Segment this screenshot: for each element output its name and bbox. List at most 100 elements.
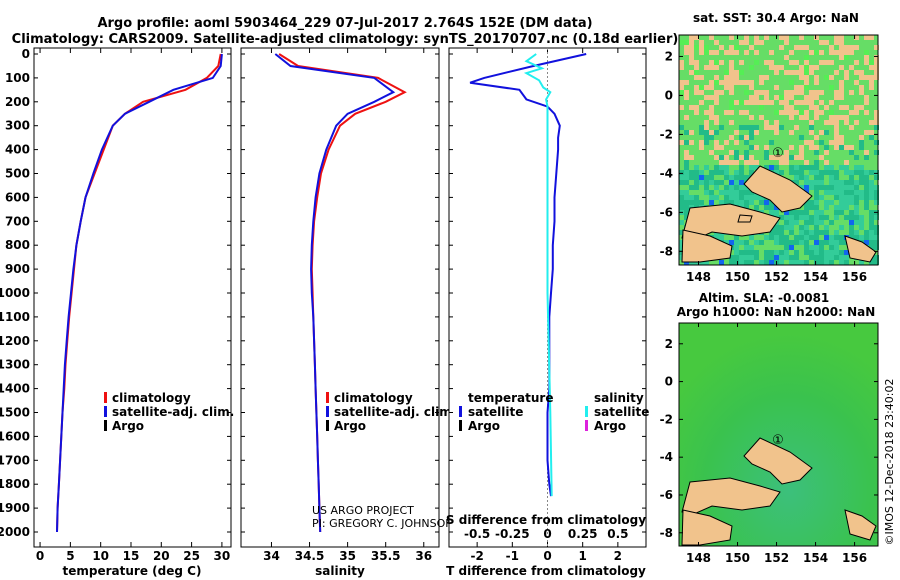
sla-map: ① 2 0 -2 -4 -6 -8 148 150 152 154 156 [660,322,879,565]
depth-tick-label: 1600 [0,429,30,443]
legend-climatology: climatology [334,391,413,405]
depth-tick-label: 1100 [0,310,30,324]
lat-tick-label: -2 [660,127,673,141]
depth-tick-label: 700 [5,214,30,228]
legend-temperature-title: temperature [468,391,553,405]
legend-s-argo: Argo [594,419,626,433]
difference-legend: temperature satellite Argo salinity sate… [459,391,649,433]
depth-tick-label: 1500 [0,406,30,420]
lon-tick-label: 154 [803,551,828,565]
salinity-panel: 34 34.5 35 35.5 36 salinity climatology sate… [240,47,456,578]
sla-map-title1: Altim. SLA: -0.0081 [699,291,830,305]
lon-tick-label: 156 [842,551,867,565]
depth-tick-label: 1200 [0,334,30,348]
lat-tick-label: 2 [665,49,673,63]
difference-xlabel: T difference from climatology [446,564,646,578]
series-line-temperature-satellite [469,53,587,497]
x-tick-label: 35 [339,549,356,563]
depth-tick-label: 0 [22,47,30,61]
depth-axis-labels: 0 100 200 300 400 500 600 700 800 900 1000 1100 1200… [0,47,30,539]
s-difference-label: S difference from climatology [446,513,646,527]
depth-tick-label: 800 [5,238,30,252]
legend-satellite: satellite-adj. clim. [112,405,234,419]
sst-map: ① 2 0 -2 -4 -6 -8 148 150 152 154 156 [660,34,879,284]
sst-map-title: sat. SST: 30.4 Argo: NaN [693,11,859,25]
series-line-satellite-adj-clim- [56,53,223,533]
depth-tick-label: 1700 [0,453,30,467]
temperature-panel: 0 5 10 15 20 25 30 temperature (deg C) climato… [33,47,234,578]
lon-tick-label: 154 [803,270,828,284]
depth-tick-label: 2000 [0,525,30,539]
temperature-legend: climatology satellite-adj. clim. Argo [104,391,234,433]
x-tick-label: 20 [153,549,170,563]
s-tick-label: -0.5 [464,527,490,541]
legend-climatology: climatology [112,391,191,405]
figure-title-line2: Climatology: CARS2009. Satellite-adjuste… [12,32,679,47]
x-tick-label: 15 [123,549,140,563]
lon-tick-label: 152 [764,551,789,565]
x-tick-label: 34.5 [295,549,325,563]
series-line-satellite-adj-clim- [274,53,396,533]
x-tick-label: 30 [214,549,231,563]
legend-satellite: satellite-adj. clim. [334,405,456,419]
legend-salinity-title: salinity [594,391,644,405]
s-difference-ticks: -0.5 -0.25 0 0.25 0.5 [464,527,628,541]
temperature-xlabel: temperature (deg C) [63,564,202,578]
imos-watermark: ©IMOS 12-Dec-2018 23:40:02 [883,379,896,546]
lon-tick-label: 156 [842,270,867,284]
legend-t-satellite: satellite [468,405,523,419]
lat-tick-label: 0 [665,375,673,389]
depth-tick-label: 600 [5,190,30,204]
lon-tick-label: 148 [686,270,711,284]
lat-tick-label: -4 [660,450,673,464]
credit-line1: US ARGO PROJECT [312,504,414,517]
x-tick-label: 34 [263,549,280,563]
lat-tick-label: 2 [665,337,673,351]
x-tick-label: 0 [36,549,44,563]
depth-tick-label: 200 [5,95,30,109]
x-tick-label: -1 [506,549,519,563]
lat-tick-label: -2 [660,412,673,426]
lon-tick-label: 152 [764,270,789,284]
depth-tick-label: 1900 [0,501,30,515]
credit-line2: PI: GREGORY C. JOHNSON [312,517,453,530]
s-tick-label: -0.25 [495,527,530,541]
sst-argo-marker: ① [772,146,784,161]
figure-title-line1: Argo profile: aoml 5903464_229 07-Jul-20… [97,16,592,31]
x-tick-label: 10 [92,549,109,563]
lon-tick-label: 150 [725,270,750,284]
sla-map-title2: Argo h1000: NaN h2000: NaN [677,305,876,319]
depth-tick-label: 400 [5,143,30,157]
x-tick-label: 1 [578,549,586,563]
x-tick-label: 5 [66,549,74,563]
x-tick-label: 0 [543,549,551,563]
depth-tick-label: 900 [5,262,30,276]
x-tick-label: 35.5 [371,549,401,563]
depth-tick-label: 300 [5,119,30,133]
s-tick-label: 0.25 [568,527,598,541]
legend-t-argo: Argo [468,419,500,433]
lat-tick-label: -8 [660,244,673,258]
salinity-xlabel: salinity [315,564,365,578]
series-line-salinity-satellite [523,53,553,497]
s-tick-label: 0.5 [607,527,628,541]
x-tick-label: -2 [470,549,483,563]
depth-tick-label: 1800 [0,477,30,491]
legend-argo: Argo [112,419,144,433]
x-tick-label: 25 [183,549,200,563]
x-tick-label: 2 [614,549,622,563]
x-tick-label: 36 [415,549,432,563]
sla-argo-marker: ① [772,433,784,448]
salinity-legend: climatology satellite-adj. clim. Argo [326,391,456,433]
lon-tick-label: 150 [725,551,750,565]
depth-tick-label: 1300 [0,358,30,372]
legend-s-satellite: satellite [594,405,649,419]
lon-tick-label: 148 [686,551,711,565]
lat-tick-label: -6 [660,488,673,502]
depth-tick-label: 100 [5,71,30,85]
depth-tick-label: 500 [5,167,30,181]
lat-tick-label: 0 [665,88,673,102]
lat-tick-label: -4 [660,166,673,180]
lat-tick-label: -8 [660,526,673,540]
